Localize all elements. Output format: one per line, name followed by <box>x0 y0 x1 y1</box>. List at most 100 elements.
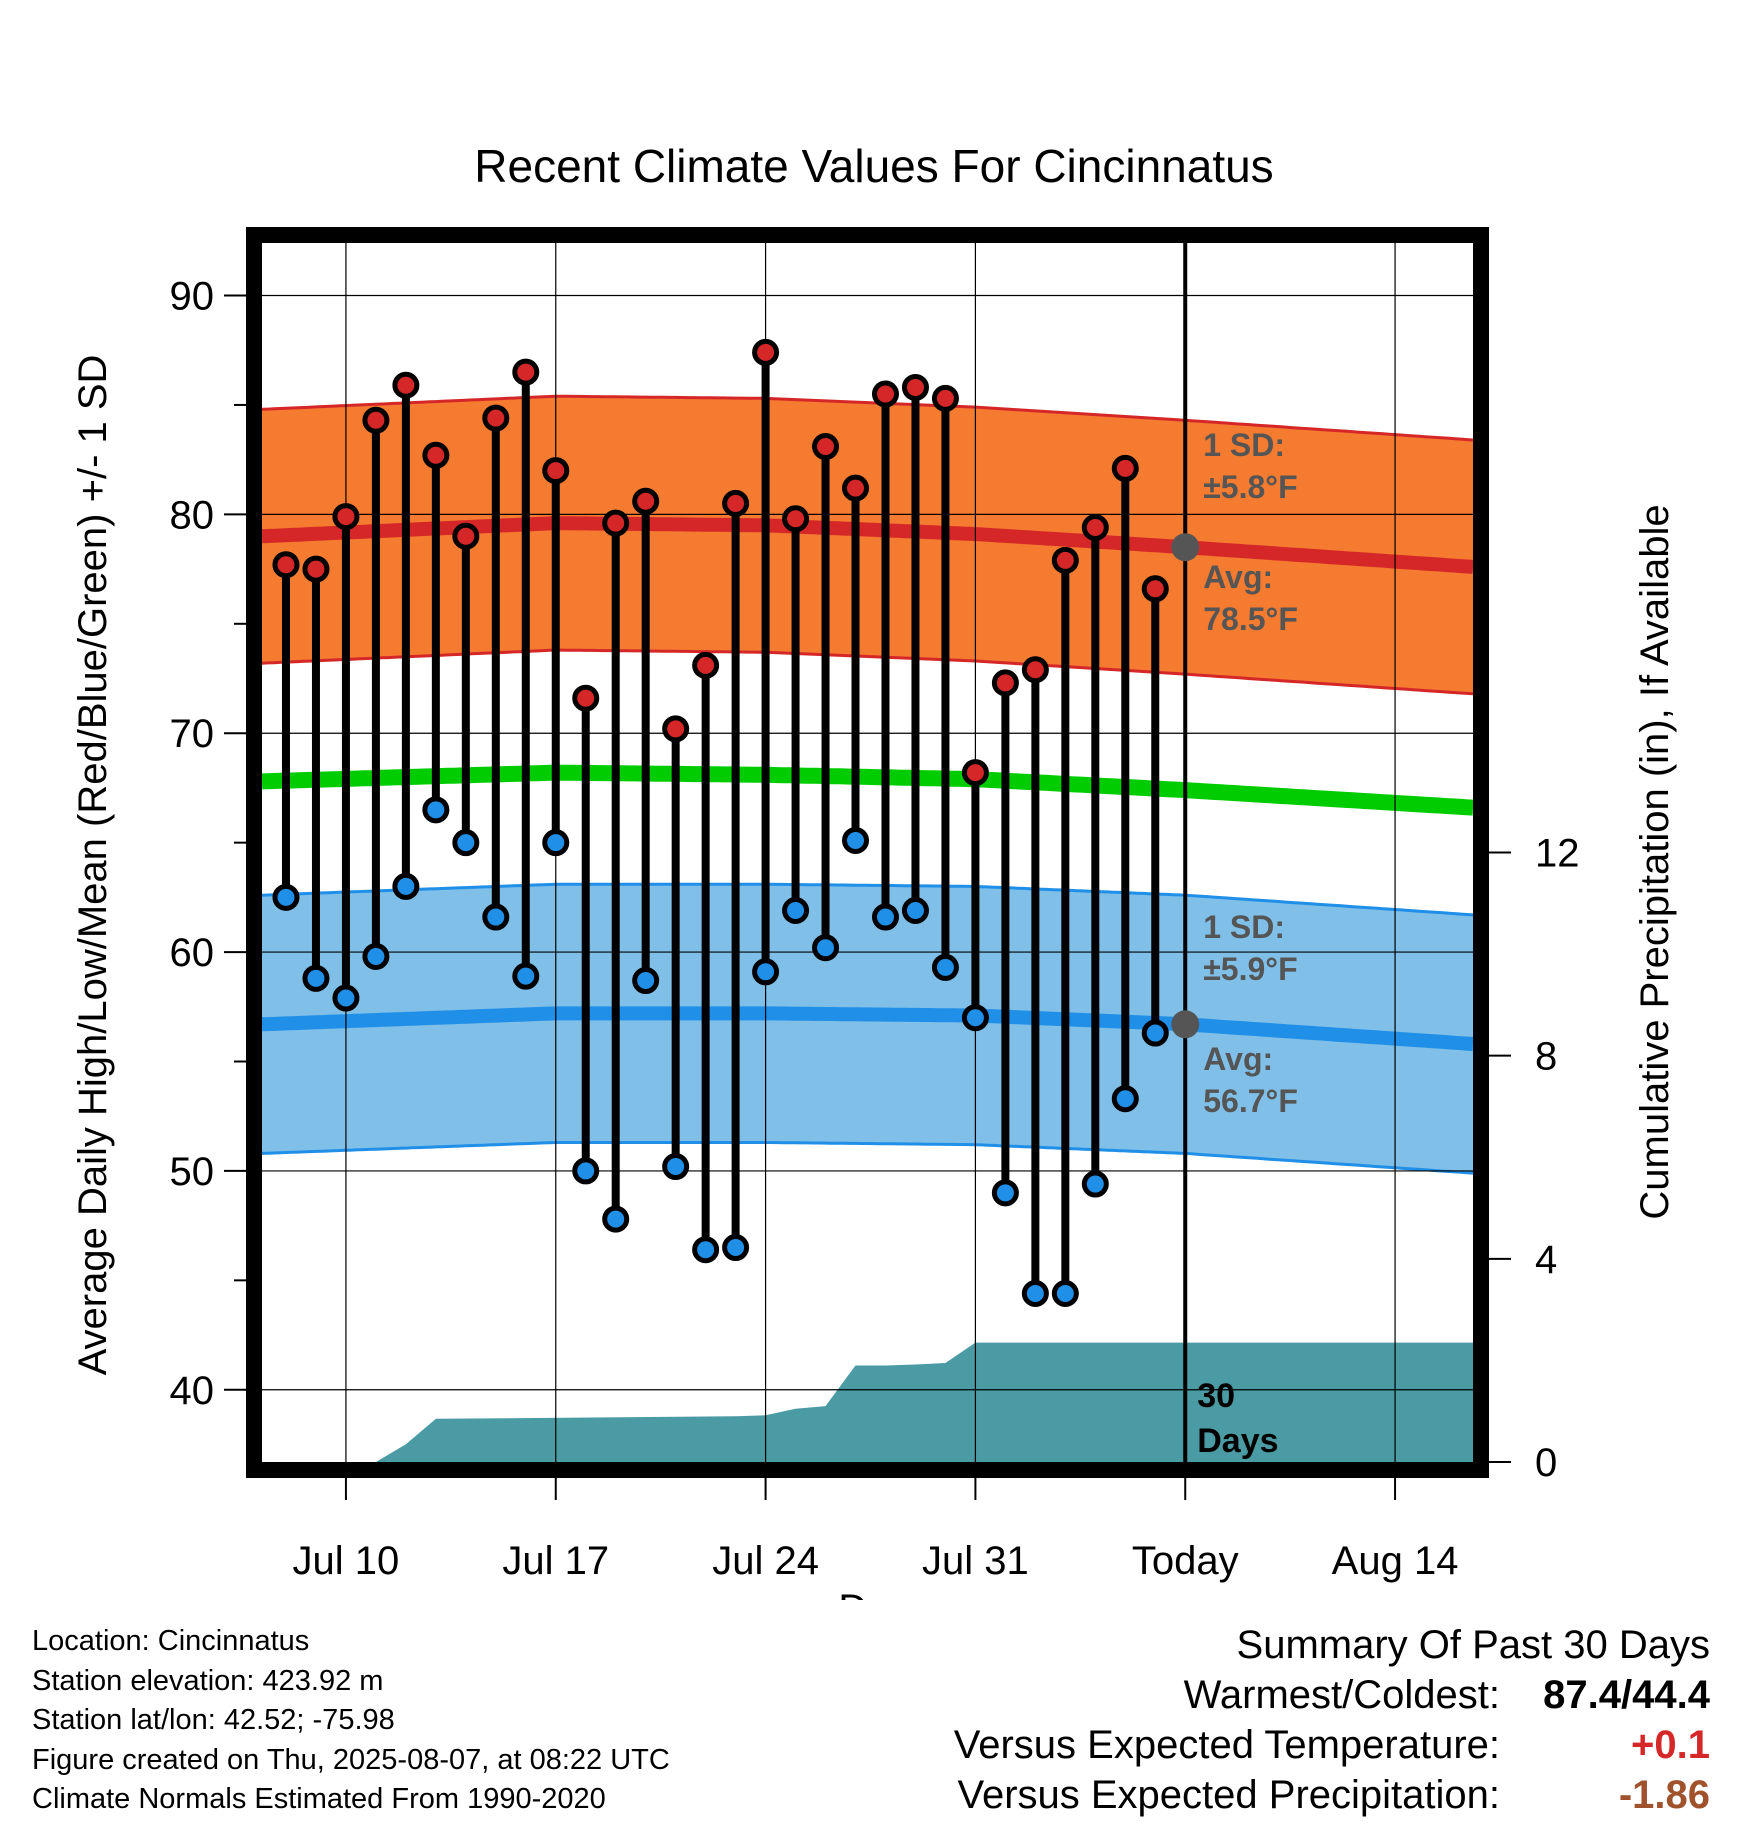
low-point <box>931 953 959 981</box>
low-point <box>871 903 899 931</box>
y-tick-label: 60 <box>170 931 215 975</box>
y2-tick-label: 12 <box>1535 832 1580 876</box>
high-point <box>422 441 450 469</box>
today-high-avg-marker <box>1171 533 1200 562</box>
high-point <box>931 384 959 412</box>
plot-area: 1 SD: ±5.8°F Avg: 78.5°F 1 SD: ±5.9°F Avg: 56.7… <box>170 227 1580 1583</box>
low-point <box>991 1179 1019 1207</box>
low-point <box>692 1236 720 1264</box>
precip-window-number: 30 <box>1197 1377 1235 1415</box>
high-point <box>1111 454 1139 482</box>
low-point <box>362 942 390 970</box>
high-point <box>1021 656 1049 684</box>
summary-panel: Summary Of Past 30 Days Warmest/Coldest:… <box>954 1620 1710 1820</box>
y2-tick-label: 0 <box>1535 1441 1557 1485</box>
low-avg-label: Avg: <box>1203 1041 1273 1077</box>
precip-window-unit: Days <box>1197 1422 1278 1460</box>
today-low-avg-marker <box>1171 1010 1200 1039</box>
high-avg-value: 78.5°F <box>1203 601 1298 637</box>
info-created: Figure created on Thu, 2025-08-07, at 08… <box>32 1743 670 1776</box>
low-normal-band <box>262 884 1473 1174</box>
high-sd-value: ±5.8°F <box>1203 469 1297 505</box>
low-point <box>602 1205 630 1233</box>
x-axis-label: Day <box>838 1587 909 1600</box>
low-point <box>482 903 510 931</box>
high-point <box>901 373 929 401</box>
summary-title: Summary Of Past 30 Days <box>1236 1623 1710 1667</box>
low-point <box>1141 1019 1169 1047</box>
x-tick-label: Aug 14 <box>1332 1539 1459 1583</box>
high-point <box>782 505 810 533</box>
high-point <box>752 338 780 366</box>
warm-cold-value: 87.4/44.4 <box>1543 1673 1710 1717</box>
high-point <box>871 380 899 408</box>
low-point <box>392 872 420 900</box>
warm-cold-label: Warmest/Coldest: <box>1183 1673 1500 1717</box>
low-point <box>302 964 330 992</box>
summary-temp: Versus Expected Temperature: +0.1 <box>954 1720 1710 1770</box>
climate-chart: Recent Climate Values For Cincinnatus 1 … <box>71 140 1677 1600</box>
low-point <box>632 967 660 995</box>
high-point <box>572 684 600 712</box>
high-sd-label: 1 SD: <box>1203 427 1285 463</box>
temp-anomaly-label: Versus Expected Temperature: <box>953 1723 1500 1767</box>
high-avg-label: Avg: <box>1203 559 1273 595</box>
high-point <box>392 371 420 399</box>
high-normal-band <box>262 396 1473 694</box>
info-normals: Climate Normals Estimated From 1990-2020 <box>32 1783 606 1815</box>
x-tick-label: Today <box>1132 1539 1239 1583</box>
low-point <box>1081 1170 1109 1198</box>
high-point <box>812 433 840 461</box>
info-elevation: Station elevation: 423.92 m <box>32 1664 384 1697</box>
precip-anomaly-label: Versus Expected Precipitation: <box>957 1773 1500 1817</box>
summary-warm-cold: Warmest/Coldest: 87.4/44.4 <box>954 1670 1710 1720</box>
high-normal-band-upper <box>261 394 1474 442</box>
low-point <box>512 962 540 990</box>
high-point <box>722 489 750 517</box>
high-point <box>1051 546 1079 574</box>
info-location: Location: Cincinnatus <box>32 1625 310 1657</box>
high-point <box>602 509 630 537</box>
x-tick-label: Jul 10 <box>293 1539 400 1583</box>
y2-axis-label: Cumulative Precipitation (in), If Availa… <box>1633 504 1677 1219</box>
info-latlon: Station lat/lon: 42.52; -75.98 <box>32 1704 395 1736</box>
high-point <box>991 669 1019 697</box>
high-point <box>632 487 660 515</box>
low-point <box>542 829 570 857</box>
low-point <box>842 826 870 854</box>
y2-tick-label: 8 <box>1535 1035 1557 1079</box>
x-tick-label: Jul 31 <box>922 1539 1029 1583</box>
y-axis-label: Average Daily High/Low/Mean (Red/Blue/Gr… <box>71 355 115 1376</box>
low-point <box>332 984 360 1012</box>
low-point <box>812 934 840 962</box>
y-tick-label: 90 <box>170 275 215 319</box>
low-point <box>901 896 929 924</box>
low-normal-band-upper <box>261 882 1474 917</box>
high-point <box>1141 575 1169 603</box>
high-point <box>542 457 570 485</box>
high-point <box>842 474 870 502</box>
low-sd-label: 1 SD: <box>1203 909 1285 945</box>
high-point <box>1081 514 1109 542</box>
y2-tick-label: 4 <box>1535 1238 1557 1282</box>
y-tick-label: 50 <box>170 1150 215 1194</box>
low-point <box>1021 1279 1049 1307</box>
y-tick-label: 70 <box>170 712 215 756</box>
low-point <box>452 829 480 857</box>
low-normal-mean-line <box>261 1006 1474 1051</box>
precip-area <box>262 1342 1473 1462</box>
high-point <box>961 759 989 787</box>
high-point <box>512 358 540 386</box>
low-point <box>752 958 780 986</box>
low-normal-band-lower <box>261 1141 1474 1175</box>
high-point <box>482 404 510 432</box>
high-point <box>692 651 720 679</box>
temp-anomaly-value: +0.1 <box>1631 1723 1710 1767</box>
low-point <box>272 883 300 911</box>
high-point <box>362 406 390 434</box>
summary-precip: Versus Expected Precipitation: -1.86 <box>954 1770 1710 1820</box>
x-tick-label: Jul 24 <box>712 1539 819 1583</box>
high-point <box>302 555 330 583</box>
low-point <box>422 796 450 824</box>
chart-title: Recent Climate Values For Cincinnatus <box>474 140 1273 192</box>
